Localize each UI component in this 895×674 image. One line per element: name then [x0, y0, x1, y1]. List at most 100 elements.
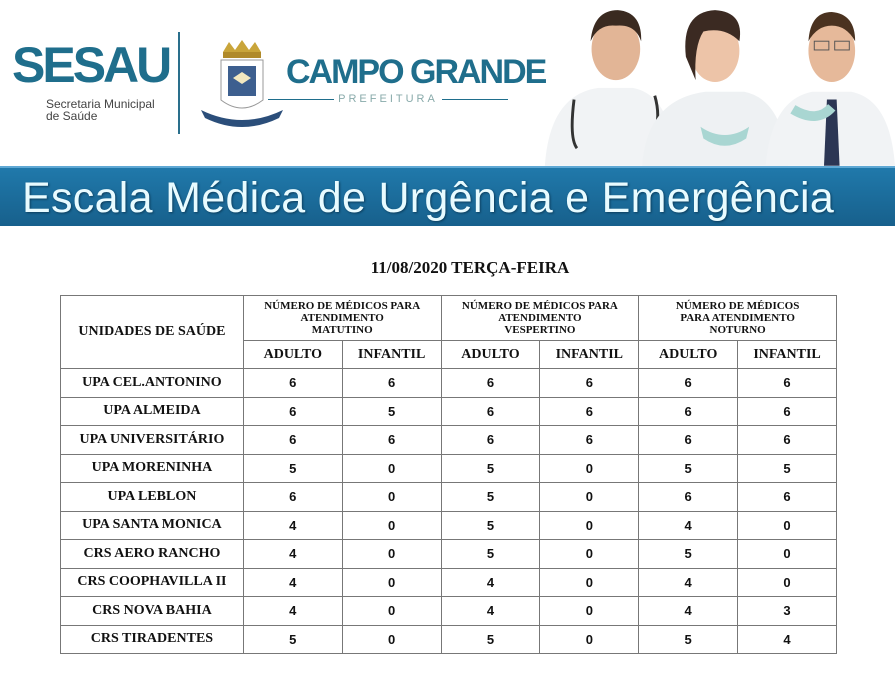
- unit-name: UPA MORENINHA: [60, 453, 244, 483]
- table-row: UPA SANTA MONICA 4 0 5 0 4 0: [60, 510, 837, 540]
- doctor-count: 6: [638, 482, 739, 512]
- doctor-count: 6: [242, 368, 343, 398]
- afternoon-header-line2: ATENDIMENTO: [498, 312, 582, 324]
- doctor-count: 6: [242, 482, 343, 512]
- unit-name: CRS TIRADENTES: [60, 624, 244, 654]
- unit-name: CRS NOVA BAHIA: [60, 596, 244, 626]
- doctor-count: 6: [737, 396, 837, 426]
- logo-divider: [178, 32, 180, 134]
- morning-header: NÚMERO DE MÉDICOS PARA ATENDIMENTO MATUTIN…: [242, 295, 442, 341]
- doctor-count: 6: [440, 425, 541, 455]
- doctor-count: 5: [440, 624, 541, 654]
- campo-grande-logo: CAMPO GRANDE: [286, 53, 547, 91]
- doctor-count: 0: [341, 453, 442, 483]
- sub-header: ADULTO: [638, 340, 739, 369]
- doctor-count: 4: [242, 510, 343, 540]
- doctor-count: 5: [242, 624, 343, 654]
- doctor-count: 6: [440, 396, 541, 426]
- doctor-count: 5: [440, 510, 541, 540]
- doctor-count: 0: [737, 539, 837, 569]
- table-row: CRS TIRADENTES 5 0 5 0 5 4: [60, 624, 837, 654]
- doctor-right: [765, 12, 895, 166]
- city-crest-icon: [201, 40, 283, 127]
- doctor-count: 6: [242, 396, 343, 426]
- doctor-count: 0: [539, 510, 640, 540]
- doctor-count: 5: [638, 624, 739, 654]
- table-row: CRS NOVA BAHIA 4 0 4 0 4 3: [60, 596, 837, 626]
- doctor-count: 4: [440, 596, 541, 626]
- sesau-logo: SESAU: [12, 37, 172, 93]
- doctor-count: 3: [737, 596, 837, 626]
- schedule-date-title: 11/08/2020 TERÇA-FEIRA: [370, 258, 570, 277]
- doctor-count: 0: [539, 482, 640, 512]
- doctor-count: 5: [242, 453, 343, 483]
- doctors-photo: [544, 10, 895, 166]
- doctor-count: 0: [737, 567, 837, 597]
- doctor-count: 5: [440, 539, 541, 569]
- doctor-count: 4: [242, 596, 343, 626]
- morning-header-line2: ATENDIMENTO: [300, 312, 384, 324]
- doctor-count: 6: [737, 482, 837, 512]
- unit-name: UPA CEL.ANTONINO: [60, 368, 244, 398]
- afternoon-header: NÚMERO DE MÉDICOS PARA ATENDIMENTO VESPERT…: [440, 295, 640, 341]
- doctor-count: 6: [242, 425, 343, 455]
- table-row: CRS COOPHAVILLA II 4 0 4 0 4 0: [60, 567, 837, 597]
- afternoon-header-line3: VESPERTINO: [504, 324, 576, 336]
- unit-name: UPA ALMEIDA: [60, 396, 244, 426]
- doctor-count: 6: [638, 425, 739, 455]
- doctor-count: 0: [341, 482, 442, 512]
- morning-header-line1: NÚMERO DE MÉDICOS PARA: [264, 300, 421, 312]
- doctor-count: 0: [539, 539, 640, 569]
- morning-header-line3: MATUTINO: [311, 324, 373, 336]
- table-row: CRS AERO RANCHO 4 0 5 0 5 0: [60, 539, 837, 569]
- sub-header: ADULTO: [440, 340, 541, 369]
- doctor-left: [544, 10, 677, 166]
- unit-name: UPA SANTA MONICA: [60, 510, 244, 540]
- sub-header: ADULTO: [242, 340, 343, 369]
- prefeitura-text: PREFEITURA: [334, 93, 442, 105]
- doctor-count: 4: [638, 567, 739, 597]
- doctor-count: 5: [341, 396, 442, 426]
- prefeitura-label: PREFEITURA: [268, 93, 508, 106]
- doctor-count: 4: [242, 567, 343, 597]
- doctor-count: 6: [638, 368, 739, 398]
- units-header: UNIDADES DE SAÚDE: [60, 295, 244, 369]
- doctor-count: 4: [440, 567, 541, 597]
- schedule-table: UNIDADES DE SAÚDE NÚMERO DE MÉDICOS PARA…: [60, 295, 837, 654]
- doctor-count: 5: [638, 539, 739, 569]
- afternoon-header-line1: NÚMERO DE MÉDICOS PARA: [461, 300, 618, 312]
- doctor-count: 6: [539, 396, 640, 426]
- doctor-count: 6: [737, 368, 837, 398]
- sesau-subtitle-line2: de Saúde: [46, 109, 98, 123]
- doctor-count: 6: [341, 368, 442, 398]
- title-bar: Escala Médica de Urgência e Emergência: [0, 166, 895, 226]
- doctor-count: 0: [539, 624, 640, 654]
- banner-title: Escala Médica de Urgência e Emergência: [22, 174, 835, 222]
- sub-header-row: ADULTO INFANTIL ADULTO INFANTIL ADULTO I…: [61, 340, 837, 369]
- night-header-line1: NÚMERO DE MÉDICOS: [675, 300, 800, 312]
- doctor-center: [642, 10, 789, 166]
- sesau-subtitle-line1: Secretaria Municipal: [46, 97, 155, 111]
- sub-header: INFANTIL: [341, 340, 442, 369]
- unit-name: UPA UNIVERSITÁRIO: [60, 425, 244, 455]
- doctor-count: 0: [341, 624, 442, 654]
- table-body: UPA CEL.ANTONINO 6 6 6 6 6 6 UPA ALMEIDA 6 5 6 6 6 6 U…: [60, 368, 837, 654]
- group-header-row: UNIDADES DE SAÚDE NÚMERO DE MÉDICOS PARA…: [60, 295, 837, 369]
- unit-name: CRS AERO RANCHO: [60, 539, 244, 569]
- night-header-line3: NOTURNO: [709, 324, 766, 336]
- sub-header: INFANTIL: [539, 340, 640, 369]
- doctor-count: 6: [440, 368, 541, 398]
- doctor-count: 5: [737, 453, 837, 483]
- table-row: UPA LEBLON 6 0 5 0 6 6: [60, 482, 837, 512]
- night-header-line2: PARA ATENDIMENTO: [680, 312, 795, 324]
- table-row: UPA CEL.ANTONINO 6 6 6 6 6 6: [60, 368, 837, 398]
- doctor-count: 4: [737, 624, 837, 654]
- table-row: UPA MORENINHA 5 0 5 0 5 5: [60, 453, 837, 483]
- doctor-count: 0: [341, 596, 442, 626]
- doctor-count: 0: [341, 510, 442, 540]
- night-header: NÚMERO DE MÉDICOS PARA ATENDIMENTO NOTURNO: [638, 295, 837, 341]
- doctor-count: 6: [737, 425, 837, 455]
- unit-name: UPA LEBLON: [60, 482, 244, 512]
- doctor-count: 4: [638, 510, 739, 540]
- table-row: UPA ALMEIDA 6 5 6 6 6 6: [60, 396, 837, 426]
